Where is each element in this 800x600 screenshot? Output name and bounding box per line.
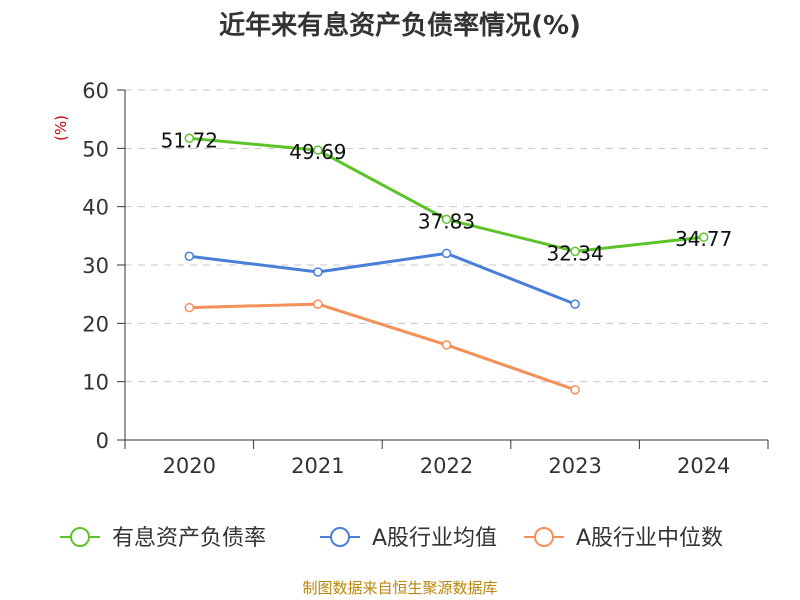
series-line-1 <box>189 251 576 306</box>
data-point <box>313 145 323 155</box>
x-tick-label: 2020 <box>163 454 216 478</box>
legend-swatch-marker <box>70 527 90 547</box>
y-axis-label: (%) <box>52 115 70 141</box>
data-point <box>441 340 452 350</box>
x-tick-label: 2023 <box>548 454 601 478</box>
data-label: 32.34 <box>546 241 603 265</box>
x-tick-label: 2022 <box>420 454 473 478</box>
x-tick-label: 2024 <box>677 454 730 478</box>
legend-item-1: A股行业均值 <box>320 526 497 551</box>
data-point <box>570 246 580 257</box>
series-line-0 <box>189 136 704 253</box>
data-point <box>313 299 323 309</box>
series-line-2 <box>189 302 576 392</box>
y-tick-label: 30 <box>82 254 109 278</box>
y-tick-label: 50 <box>82 137 109 161</box>
y-tick-label: 40 <box>82 196 109 220</box>
data-label: 37.83 <box>418 209 475 233</box>
data-label: 51.72 <box>161 128 218 152</box>
y-tick-label: 20 <box>82 312 109 336</box>
legend: 有息资产负债率 A股行业均值 A股行业中位数 <box>60 526 723 551</box>
legend-swatch-marker <box>534 527 554 547</box>
data-labels: 51.72 49.69 37.83 32.34 34.77 <box>161 128 733 265</box>
data-point <box>313 267 323 277</box>
axes: 0 10 20 30 40 50 60 2020 2021 2022 2023 2024 <box>82 79 769 478</box>
data-point <box>441 214 452 225</box>
legend-label: A股行业中位数 <box>576 526 723 551</box>
data-point <box>184 133 195 144</box>
y-tick-label: 10 <box>82 371 109 395</box>
series-lines <box>184 133 709 395</box>
legend-item-2: A股行业中位数 <box>524 526 723 551</box>
chart-title: 近年来有息资产负债率情况(%) <box>219 10 581 41</box>
data-label: 34.77 <box>675 227 732 251</box>
data-point <box>184 302 195 313</box>
source-note: 制图数据来自恒生聚源数据库 <box>302 579 497 597</box>
x-tick-label: 2021 <box>291 454 344 478</box>
legend-swatch-marker <box>330 527 350 547</box>
data-point <box>441 248 452 259</box>
data-point <box>184 251 195 261</box>
data-point <box>570 299 580 309</box>
y-tick-label: 0 <box>96 429 109 453</box>
grid-lines <box>125 89 768 383</box>
data-label: 49.69 <box>289 140 346 164</box>
data-point <box>698 232 709 242</box>
legend-label: A股行业均值 <box>372 526 497 551</box>
y-tick-label: 60 <box>82 79 109 103</box>
legend-label: 有息资产负债率 <box>112 526 266 551</box>
legend-item-0: 有息资产负债率 <box>60 526 266 551</box>
data-point <box>570 385 580 395</box>
